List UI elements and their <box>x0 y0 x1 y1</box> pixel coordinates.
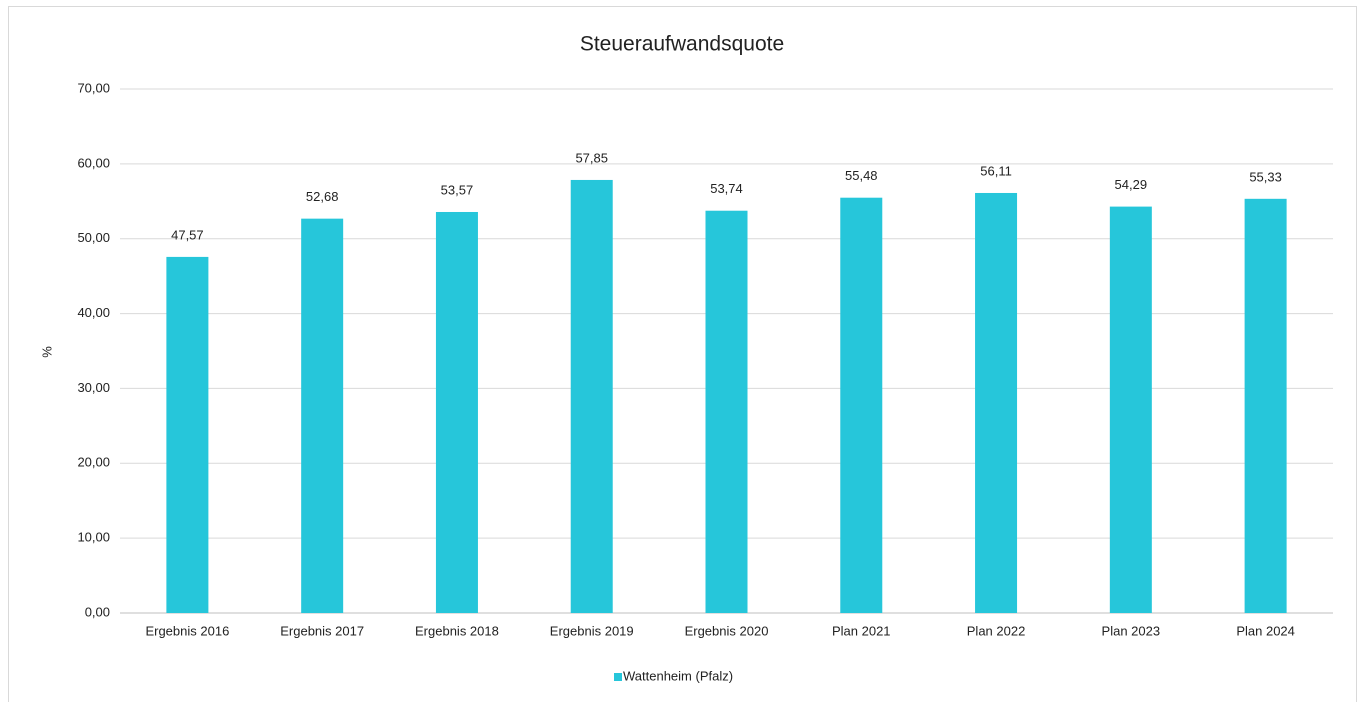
legend-label: Wattenheim (Pfalz) <box>623 668 733 683</box>
bar <box>840 197 883 613</box>
bar <box>705 210 748 613</box>
x-tick-label: Ergebnis 2017 <box>280 623 364 638</box>
legend-swatch <box>614 673 622 681</box>
data-label: 55,33 <box>1249 169 1282 184</box>
bar <box>1109 206 1152 613</box>
bar <box>435 211 478 613</box>
y-tick-label: 30,00 <box>77 380 110 395</box>
x-tick-label: Plan 2022 <box>967 623 1026 638</box>
data-label: 53,57 <box>441 182 474 197</box>
y-tick-label: 10,00 <box>77 530 110 545</box>
data-label: 53,74 <box>710 181 743 196</box>
data-label: 57,85 <box>575 150 608 165</box>
bar <box>975 192 1018 614</box>
bar <box>301 218 344 613</box>
data-label: 52,68 <box>306 189 339 204</box>
chart-title: Steueraufwandsquote <box>580 33 784 56</box>
bar <box>570 179 613 614</box>
y-tick-label: 20,00 <box>77 455 110 470</box>
x-tick-label: Ergebnis 2020 <box>685 623 769 638</box>
y-tick-label: 70,00 <box>77 80 110 95</box>
y-tick-label: 40,00 <box>77 305 110 320</box>
x-tick-label: Ergebnis 2016 <box>145 623 229 638</box>
bar <box>1244 198 1287 613</box>
data-label: 55,48 <box>845 168 878 183</box>
y-tick-label: 50,00 <box>77 230 110 245</box>
y-tick-label: 0,00 <box>85 604 110 619</box>
data-label: 56,11 <box>980 163 1012 178</box>
chart-frame <box>8 6 1357 702</box>
x-tick-label: Plan 2024 <box>1236 623 1295 638</box>
x-tick-label: Ergebnis 2018 <box>415 623 499 638</box>
data-label: 47,57 <box>171 227 204 242</box>
y-axis-label: % <box>39 346 54 358</box>
x-tick-label: Plan 2023 <box>1102 623 1161 638</box>
x-tick-label: Ergebnis 2019 <box>550 623 634 638</box>
x-tick-label: Plan 2021 <box>832 623 891 638</box>
data-label: 54,29 <box>1115 177 1148 192</box>
bar <box>166 256 209 613</box>
y-tick-label: 60,00 <box>77 155 110 170</box>
